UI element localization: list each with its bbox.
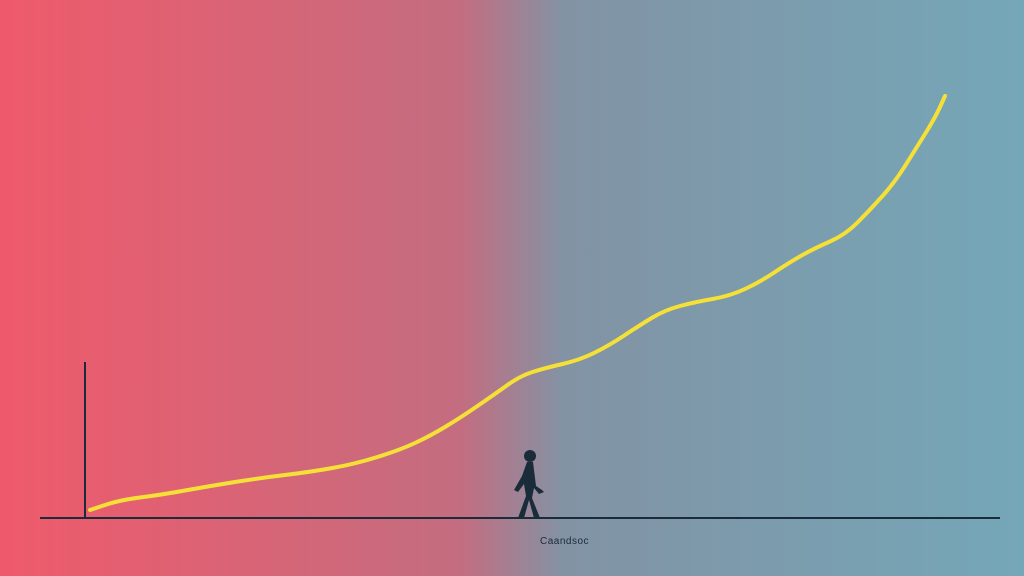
chart-canvas: Caandsoc <box>0 0 1024 576</box>
chart-background <box>0 0 1024 576</box>
chart-svg <box>0 0 1024 576</box>
x-axis-label: Caandsoc <box>540 536 589 547</box>
